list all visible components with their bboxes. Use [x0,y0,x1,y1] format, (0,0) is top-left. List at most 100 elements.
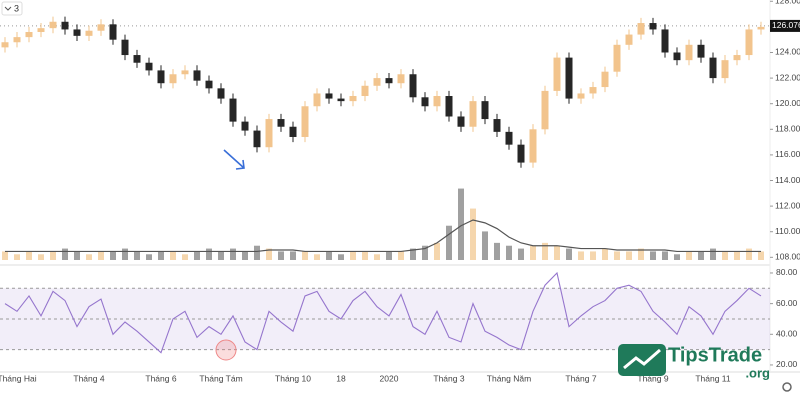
rsi-tick-label: 20.00 [776,359,798,369]
candle-body [97,24,105,31]
candle-body [733,55,741,61]
candle-body [229,98,237,122]
candle-body [169,74,177,84]
logo-arrow [623,348,661,370]
y-tick-label: 116.000 [775,149,800,159]
y-tick-label: 110.000 [775,226,800,236]
volume-bar [50,251,56,260]
volume-bar [650,251,656,260]
volume-bar [434,242,440,260]
rsi-tick-label: 60.00 [776,298,798,308]
volume-bar [494,242,500,260]
candle-body [241,121,249,131]
toggle-box[interactable] [1,1,23,16]
candle-body [73,29,81,36]
x-tick-label: Tháng 4 [73,373,104,383]
volume-bar [290,251,296,260]
candle-body [145,62,153,71]
x-tick-label: Tháng 11 [695,373,731,383]
volume-bar [410,248,416,260]
x-tick-label: Tháng 7 [565,373,596,383]
volume-bar [2,251,8,260]
candle-body [361,85,369,97]
candle-body [121,39,129,56]
arrow-annotation [223,149,245,170]
candle-body [13,37,21,43]
volume-bar [422,245,428,260]
volume-bar [134,251,140,260]
candle-body [277,119,285,127]
volume-bar [626,251,632,260]
candle-body [25,32,33,38]
volume-bar [182,254,188,260]
watermark-suffix: .org [745,365,770,380]
candle-body [685,44,693,61]
volume-bar [590,251,596,260]
volume-bar [734,251,740,260]
volume-bar [218,251,224,260]
watermark: TipsTrade .org [618,344,770,380]
volume-bar [242,251,248,260]
candle-body [1,42,9,48]
volume-bar [386,251,392,260]
x-tick-label: Tháng Năm [487,373,531,383]
candle-body [265,119,273,148]
volume-bar [554,245,560,260]
volume-bar [374,254,380,260]
rsi-tick-label: 40.00 [776,329,798,339]
x-tick-label: Tháng 6 [145,373,176,383]
candle-body [109,24,117,40]
candle-body [493,119,501,132]
x-tick-label: Tháng 10 [275,373,311,383]
gear[interactable] [782,382,792,392]
volume-bar [470,208,476,260]
candle-body [253,130,261,148]
candle-body [757,26,765,30]
y-tick-label: 108.000 [775,252,800,262]
y-tick-label: 114.000 [775,175,800,185]
volume-bar [398,251,404,260]
chevron[interactable] [4,6,12,11]
indicator-toggle[interactable]: 3 [1,1,23,16]
last-price-box [770,19,800,32]
candle-body [637,23,645,35]
volume-bar [338,254,344,260]
y-tick-label: 112.000 [775,200,800,210]
volume-bar [74,251,80,260]
volume-bar [254,245,260,260]
volume-bar [542,242,548,260]
volume-bar [266,248,272,260]
x-tick-label: 2020 [380,373,399,383]
volume-bar [710,248,716,260]
volume-bar [518,248,524,260]
settings-icon[interactable] [782,382,792,392]
candle-body [601,71,609,88]
volume-bar [206,248,212,260]
candle-body [541,90,549,130]
candle-body [565,57,573,99]
volume-bar [758,251,764,260]
volume-bar [482,231,488,260]
volume-bar [158,251,164,260]
volume-bar [110,251,116,260]
candle-body [217,88,225,99]
volume-bar [722,251,728,260]
volume-bar [26,251,32,260]
candle-body [625,34,633,45]
candle-body [721,60,729,79]
candle-body [481,101,489,120]
candle-body [433,96,441,107]
candle-body [349,96,357,102]
volume-bar [350,251,356,260]
volume-bar [362,251,368,260]
indicator-count[interactable]: 3 [14,3,19,13]
candle-body [661,29,669,53]
watermark-name: TipsTrade [668,344,762,366]
candle-body [205,80,213,89]
volume-bar [698,251,704,260]
candle-body [505,131,513,145]
volume-bar [686,251,692,260]
candle-body [529,129,537,163]
